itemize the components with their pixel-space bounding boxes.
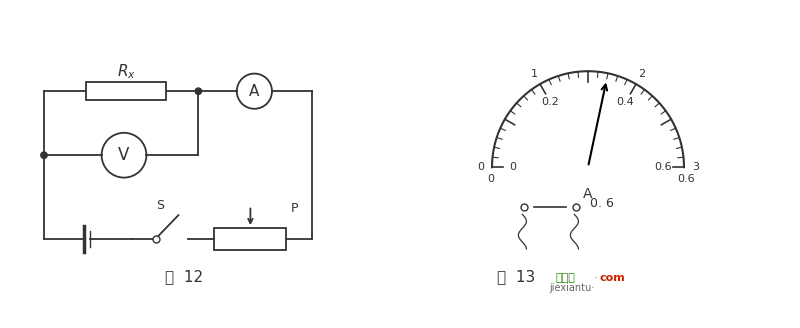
Text: jiexiantu·: jiexiantu·: [549, 283, 594, 293]
Text: A: A: [250, 84, 259, 99]
Text: 0.6: 0.6: [677, 174, 694, 184]
Text: 0: 0: [510, 162, 516, 172]
Text: A: A: [583, 187, 593, 201]
Text: S: S: [156, 199, 164, 212]
Circle shape: [195, 88, 202, 94]
Text: 图  12: 图 12: [165, 269, 203, 284]
Bar: [214, 228, 286, 250]
Text: 0.6: 0.6: [654, 162, 672, 172]
Text: V: V: [118, 146, 130, 164]
Text: 0: 0: [487, 174, 494, 184]
Text: 1: 1: [531, 69, 538, 79]
Text: P: P: [290, 202, 298, 215]
Text: 接线图: 接线图: [556, 273, 576, 283]
Text: com: com: [600, 273, 626, 283]
Text: 0: 0: [478, 162, 484, 172]
Bar: [86, 82, 166, 100]
Text: 图  13: 图 13: [497, 269, 535, 284]
Text: 2: 2: [638, 69, 645, 79]
Circle shape: [41, 152, 47, 158]
Text: 3: 3: [692, 162, 698, 172]
Text: 0.2: 0.2: [542, 97, 559, 107]
Text: 0.4: 0.4: [617, 97, 634, 107]
Text: ·: ·: [594, 273, 598, 283]
Text: $R_x$: $R_x$: [117, 62, 136, 81]
Text: 0. 6: 0. 6: [590, 197, 614, 210]
